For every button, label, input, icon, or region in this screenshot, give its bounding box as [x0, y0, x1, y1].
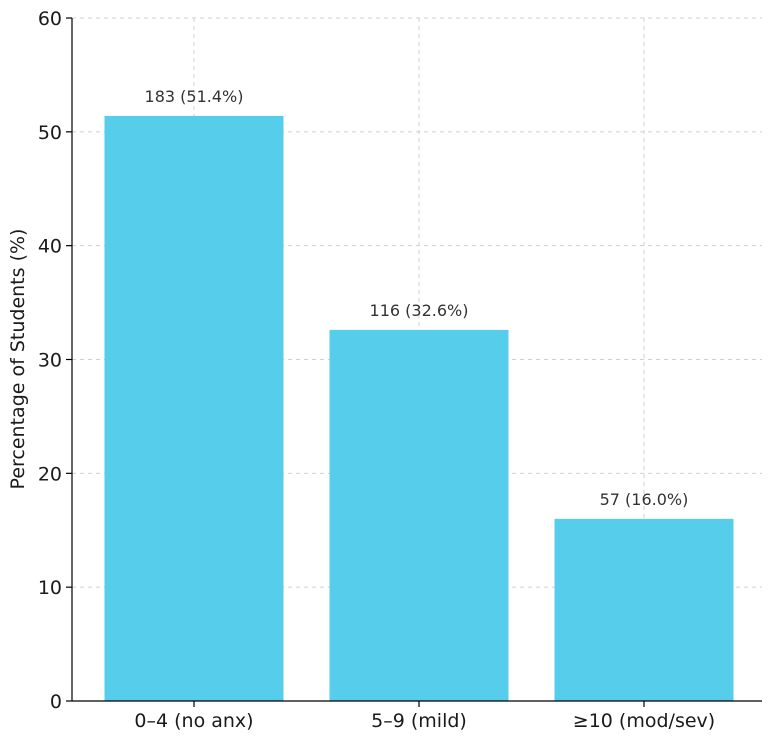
bar [555, 519, 734, 701]
y-tick-label: 0 [50, 691, 62, 713]
y-tick-label: 30 [38, 350, 62, 372]
x-tick-label: ≥10 (mod/sev) [573, 710, 715, 732]
bar-data-label: 57 (16.0%) [600, 490, 689, 509]
bar [330, 330, 509, 701]
y-tick-label: 60 [38, 8, 62, 30]
bar [105, 116, 284, 701]
y-axis-title: Percentage of Students (%) [7, 229, 29, 490]
y-tick-label: 10 [38, 577, 62, 599]
y-tick-label: 20 [38, 463, 62, 485]
bar-data-label: 183 (51.4%) [145, 87, 244, 106]
x-tick-label: 5–9 (mild) [371, 710, 467, 732]
y-tick-label: 50 [38, 122, 62, 144]
x-tick-label: 0–4 (no anx) [134, 710, 253, 732]
y-tick-label: 40 [38, 236, 62, 258]
bar-data-label: 116 (32.6%) [370, 301, 469, 320]
